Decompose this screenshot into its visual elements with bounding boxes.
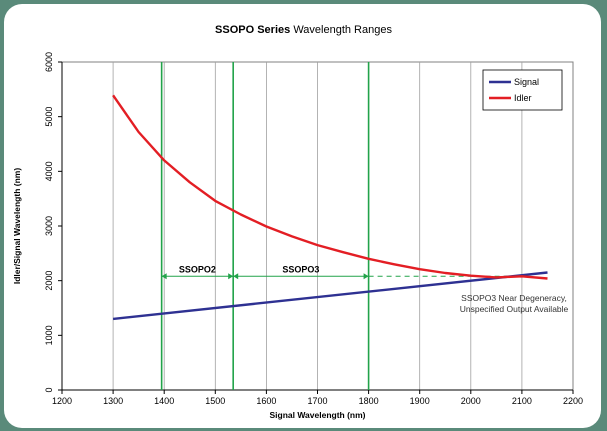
range-arrowhead — [161, 273, 167, 280]
y-tick-label: 0 — [44, 387, 54, 392]
x-axis-title: Signal Wavelength (nm) — [269, 410, 365, 420]
series-line-signal — [112, 271, 548, 321]
x-tick-label: 1800 — [359, 396, 379, 406]
range-arrowhead — [228, 273, 234, 280]
y-tick-label: 1000 — [44, 325, 54, 345]
y-tick-label: 2000 — [44, 271, 54, 291]
x-tick-label: 1700 — [307, 396, 327, 406]
y-tick-label: 3000 — [44, 216, 54, 236]
x-tick-label: 2100 — [512, 396, 532, 406]
x-tick-label: 1500 — [205, 396, 225, 406]
range-label: SSOPO3 — [282, 264, 319, 274]
y-tick-label: 6000 — [44, 52, 54, 72]
x-tick-label: 1900 — [410, 396, 430, 406]
x-tick-label: 2000 — [461, 396, 481, 406]
chart-title: SSOPO Series Wavelength Ranges — [0, 24, 607, 36]
series-line-idler — [112, 94, 548, 280]
x-tick-label: 1400 — [154, 396, 174, 406]
y-axis-title: Idler/Signal Wavelength (nm) — [12, 168, 22, 285]
degeneracy-annotation: SSOPO3 Near Degeneracy, — [461, 293, 567, 303]
legend-box — [482, 69, 563, 111]
y-tick-label: 5000 — [44, 107, 54, 127]
x-tick-label: 2200 — [563, 396, 583, 406]
x-tick-label: 1600 — [256, 396, 276, 406]
range-arrowhead — [233, 273, 239, 280]
legend-label: Idler — [514, 93, 532, 103]
x-tick-label: 1300 — [103, 396, 123, 406]
y-tick-label: 4000 — [44, 161, 54, 181]
legend-label: Signal — [514, 77, 539, 87]
degeneracy-annotation: Unspecified Output Available — [460, 304, 569, 314]
chart-title-bold: SSOPO Series — [215, 24, 291, 36]
x-tick-label: 1200 — [52, 396, 72, 406]
chart-title-rest: Wavelength Ranges — [293, 24, 392, 36]
range-label: SSOPO2 — [179, 264, 216, 274]
range-arrowhead — [363, 273, 369, 280]
